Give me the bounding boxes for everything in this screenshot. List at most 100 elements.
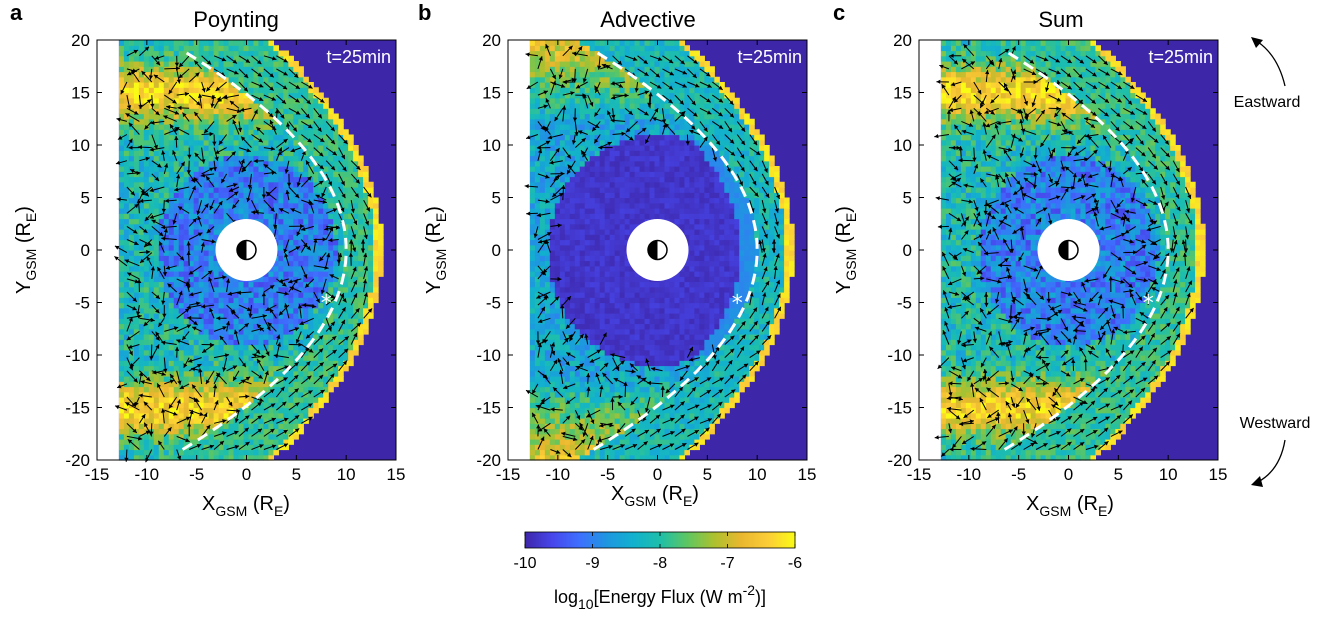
heatmap-cell — [233, 202, 240, 209]
heatmap-cell — [308, 260, 314, 267]
heatmap-cell — [158, 454, 165, 461]
heatmap-cell — [323, 376, 329, 382]
heatmap-cell — [143, 391, 150, 398]
heatmap-cell — [238, 139, 245, 146]
heatmap-cell — [173, 292, 180, 298]
heatmap-cell — [348, 323, 354, 330]
heatmap-cell — [343, 134, 349, 141]
heatmap-cell — [153, 381, 160, 388]
heatmap-cell — [358, 197, 364, 204]
heatmap-cell — [338, 349, 344, 356]
heatmap-cell — [178, 187, 185, 193]
heatmap-cell — [148, 370, 155, 377]
heatmap-cell — [318, 118, 324, 125]
heatmap-cell — [123, 181, 130, 188]
heatmap-cell — [163, 234, 170, 241]
heatmap-cell — [213, 218, 220, 225]
heatmap-cell — [288, 412, 294, 419]
heatmap-cell — [298, 355, 304, 361]
heatmap-cell — [248, 328, 255, 335]
heatmap-cell — [323, 229, 329, 235]
heatmap-cell — [313, 255, 319, 262]
heatmap-cell — [368, 297, 374, 304]
heatmap-cell — [233, 76, 240, 83]
heatmap-cell — [288, 155, 294, 162]
panel-a-earth — [215, 219, 278, 281]
heatmap-cell — [193, 439, 200, 445]
heatmap-cell — [333, 145, 339, 151]
heatmap-cell — [153, 166, 160, 172]
heatmap-cell — [193, 166, 200, 172]
heatmap-cell — [258, 433, 265, 440]
y-tick-label: -15 — [65, 399, 90, 418]
heatmap-cell — [143, 181, 150, 188]
heatmap-cell — [223, 76, 230, 83]
flux-arrowhead — [196, 101, 201, 106]
heatmap-cell — [178, 297, 185, 304]
heatmap-cell — [263, 124, 270, 130]
heatmap-cell — [193, 202, 200, 209]
heatmap-cell — [248, 66, 255, 73]
heatmap-cell — [128, 397, 135, 403]
heatmap-cell — [198, 260, 205, 267]
heatmap-cell — [218, 202, 225, 209]
heatmap-cell — [143, 150, 150, 157]
heatmap-cell — [323, 355, 329, 361]
heatmap-cell — [193, 255, 200, 262]
heatmap-cell — [268, 391, 275, 398]
heatmap-cell — [303, 134, 309, 141]
heatmap-cell — [293, 82, 299, 88]
heatmap-cell — [128, 418, 135, 424]
heatmap-cell — [363, 250, 369, 256]
heatmap-cell — [243, 82, 250, 88]
heatmap-cell — [363, 213, 369, 220]
heatmap-cell — [213, 129, 220, 136]
heatmap-cell — [158, 139, 165, 146]
heatmap-cell — [358, 160, 364, 167]
flux-arrowhead — [211, 239, 216, 244]
heatmap-cell — [373, 297, 379, 304]
heatmap-cell — [218, 103, 225, 109]
heatmap-cell — [313, 218, 319, 225]
heatmap-cell — [168, 260, 175, 267]
heatmap-cell — [233, 55, 240, 62]
heatmap-cell — [118, 92, 125, 99]
heatmap-cell — [123, 344, 130, 351]
heatmap-cell — [173, 423, 180, 430]
heatmap-cell — [188, 276, 195, 283]
heatmap-cell — [268, 412, 275, 419]
heatmap-cell — [133, 386, 140, 393]
heatmap-cell — [273, 71, 279, 78]
heatmap-cell — [133, 265, 140, 272]
heatmap-cell — [173, 281, 180, 288]
heatmap-cell — [353, 229, 359, 235]
flux-arrowhead — [197, 232, 203, 237]
heatmap-cell — [193, 281, 200, 288]
heatmap-cell — [228, 113, 235, 120]
flux-arrowhead — [133, 378, 138, 383]
heatmap-cell — [218, 313, 225, 319]
heatmap-cell — [203, 229, 210, 235]
heatmap-cell — [278, 334, 284, 340]
heatmap-cell — [208, 454, 215, 461]
flux-arrowhead — [196, 444, 202, 448]
heatmap-cell — [348, 318, 354, 325]
panel-a-plot: * t=25min -15 -10 -5 0 5 10 15-20-15-10-505101… — [65, 31, 405, 484]
heatmap-cell — [378, 271, 384, 277]
heatmap-cell — [233, 187, 240, 193]
heatmap-cell — [238, 444, 245, 451]
heatmap-cell — [273, 139, 279, 146]
heatmap-cell — [188, 150, 195, 157]
heatmap-cell — [243, 187, 250, 193]
heatmap-cell — [173, 208, 180, 214]
heatmap-cell — [258, 160, 265, 167]
heatmap-cell — [118, 82, 125, 88]
heatmap-cell — [263, 423, 270, 430]
heatmap-cell — [143, 386, 150, 393]
heatmap-cell — [143, 355, 150, 361]
heatmap-cell — [148, 391, 155, 398]
heatmap-cell — [313, 97, 319, 104]
heatmap-cell — [213, 260, 220, 267]
flux-arrowhead — [132, 306, 137, 311]
heatmap-cell — [118, 244, 125, 251]
